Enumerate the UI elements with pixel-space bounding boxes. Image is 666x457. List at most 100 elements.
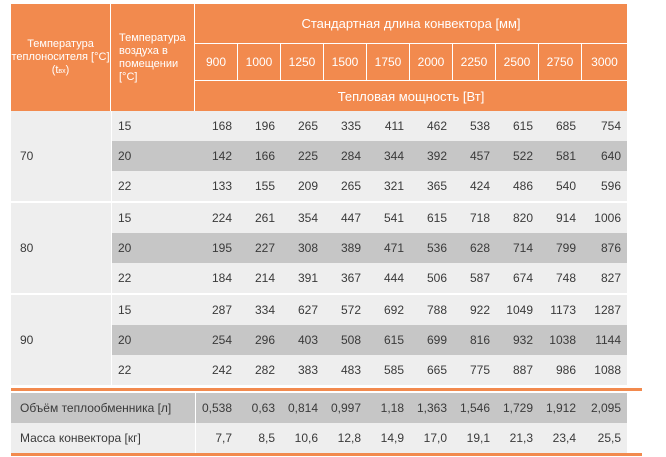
footer-row: Объём теплообменника [л] 0,538 0,63 0,814 0,… — [11, 393, 627, 423]
power-value-cell: 640 — [582, 141, 627, 171]
header-length-cell: 2750 — [539, 44, 582, 81]
power-value-cell: 718 — [453, 203, 496, 233]
power-value-cell: 627 — [281, 295, 324, 325]
power-value-cell: 788 — [410, 295, 453, 325]
power-value-cell: 142 — [195, 141, 238, 171]
power-value-cell: 816 — [453, 325, 496, 355]
power-value-cell: 224 — [195, 203, 238, 233]
footer-value-cell: 1,546 — [453, 393, 496, 423]
group-separator-cell — [11, 293, 627, 295]
power-value-cell: 391 — [281, 263, 324, 293]
header-length-cell: 2250 — [453, 44, 496, 81]
power-value-cell: 674 — [496, 263, 539, 293]
power-value-cell: 261 — [238, 203, 281, 233]
power-value-cell: 685 — [539, 111, 582, 141]
power-value-cell: 344 — [367, 141, 410, 171]
footer-label-cell: Объём теплообменника [л] — [11, 393, 195, 423]
power-value-cell: 748 — [539, 263, 582, 293]
air-temperature-cell: 22 — [111, 263, 195, 293]
power-value-cell: 615 — [367, 325, 410, 355]
power-value-cell: 692 — [367, 295, 410, 325]
power-value-cell: 585 — [367, 355, 410, 385]
table-row: 80 15 224 261 354 447 541 615 718 820 914 1006 — [11, 203, 627, 293]
footer-row: Масса конвектора [кг] 7,7 8,5 10,6 12,8 14,9 1… — [11, 423, 627, 453]
air-temperature-cell: 20 — [111, 325, 195, 355]
power-value-cell: 754 — [582, 111, 627, 141]
air-temperature-cell: 22 — [111, 171, 195, 201]
power-value-cell: 1006 — [582, 203, 627, 233]
carrier-temperature-cell: 80 — [11, 203, 111, 293]
table-body: 70 15 168 196 265 335 411 462 538 615 685 754 20 142 1… — [11, 111, 627, 453]
footer-value-cell: 19,1 — [453, 423, 496, 453]
header-length-cell: 900 — [195, 44, 238, 81]
power-value-cell: 287 — [195, 295, 238, 325]
header-length-cell: 1000 — [238, 44, 281, 81]
header-lengths-row: 900 1000 1250 1500 1750 2000 2250 2500 2750 3000 — [11, 44, 627, 81]
power-value-cell: 254 — [195, 325, 238, 355]
table-row: 20 254 296 403 508 615 699 816 932 1038 1144 — [11, 325, 627, 355]
power-value-cell: 699 — [410, 325, 453, 355]
air-temperature-cell: 15 — [111, 111, 195, 141]
footer-value-cell: 10,6 — [281, 423, 324, 453]
power-value-cell: 308 — [281, 233, 324, 263]
header-length-cell: 2000 — [410, 44, 453, 81]
power-value-cell: 321 — [367, 171, 410, 201]
footer-label-cell: Масса конвектора [кг] — [11, 423, 195, 453]
group-separator — [11, 201, 627, 203]
convector-spec-table: Температура теплоносителя [°C] (tвх) Тем… — [11, 4, 627, 453]
power-value-cell: 1144 — [582, 325, 627, 355]
header-carrier-subscript: вх — [58, 67, 66, 75]
footer-value-cell: 1,729 — [496, 393, 539, 423]
power-value-cell: 155 — [238, 171, 281, 201]
footer-value-cell: 17,0 — [410, 423, 453, 453]
footer-value-cell: 0,63 — [238, 393, 281, 423]
table-bottom-line — [11, 453, 642, 456]
power-value-cell: 282 — [238, 355, 281, 385]
footer-value-cell: 2,095 — [582, 393, 627, 423]
power-value-cell: 714 — [496, 233, 539, 263]
air-temperature-cell: 22 — [111, 355, 195, 385]
air-temperature-cell: 15 — [111, 295, 195, 325]
power-value-cell: 596 — [582, 171, 627, 201]
power-value-cell: 209 — [281, 171, 324, 201]
power-value-cell: 403 — [281, 325, 324, 355]
table-row: 22 242 282 383 483 585 665 775 887 986 1088 — [11, 355, 627, 385]
power-value-cell: 1088 — [582, 355, 627, 385]
group-separator-cell — [11, 201, 627, 203]
power-value-cell: 196 — [238, 111, 281, 141]
power-value-cell: 572 — [324, 295, 367, 325]
power-value-cell: 335 — [324, 111, 367, 141]
power-value-cell: 932 — [496, 325, 539, 355]
power-value-cell: 265 — [324, 171, 367, 201]
power-value-cell: 447 — [324, 203, 367, 233]
power-value-cell: 775 — [453, 355, 496, 385]
power-value-cell: 424 — [453, 171, 496, 201]
footer-value-cell: 1,363 — [410, 393, 453, 423]
carrier-temperature-cell: 90 — [11, 295, 111, 385]
table-row: 22 184 214 391 367 444 506 587 674 748 827 — [11, 263, 627, 293]
power-value-cell: 471 — [367, 233, 410, 263]
power-value-cell: 296 — [238, 325, 281, 355]
power-value-cell: 411 — [367, 111, 410, 141]
header-carrier-temperature: Температура теплоносителя [°C] (tвх) — [11, 4, 111, 111]
power-value-cell: 522 — [496, 141, 539, 171]
power-value-cell: 506 — [410, 263, 453, 293]
header-length-cell: 1500 — [324, 44, 367, 81]
power-value-cell: 354 — [281, 203, 324, 233]
power-value-cell: 914 — [539, 203, 582, 233]
power-value-cell: 508 — [324, 325, 367, 355]
power-value-cell: 367 — [324, 263, 367, 293]
footer-value-cell: 23,4 — [539, 423, 582, 453]
footer-value-cell: 1,18 — [367, 393, 410, 423]
footer-value-cell: 14,9 — [367, 423, 410, 453]
group-separator — [11, 293, 627, 295]
power-value-cell: 462 — [410, 111, 453, 141]
footer-value-cell: 0,814 — [281, 393, 324, 423]
power-value-cell: 587 — [453, 263, 496, 293]
footer-value-cell: 25,5 — [582, 423, 627, 453]
power-value-cell: 1038 — [539, 325, 582, 355]
power-value-cell: 184 — [195, 263, 238, 293]
power-value-cell: 665 — [410, 355, 453, 385]
table-row: 20 142 166 225 284 344 392 457 522 581 640 — [11, 141, 627, 171]
